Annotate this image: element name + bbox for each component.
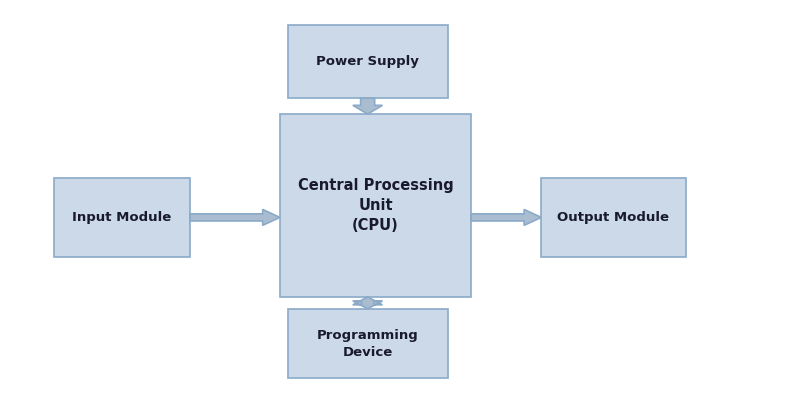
Text: Output Module: Output Module: [557, 211, 670, 224]
Bar: [288, 25, 448, 98]
Text: Power Supply: Power Supply: [316, 55, 419, 68]
Polygon shape: [190, 210, 280, 225]
Polygon shape: [471, 210, 542, 225]
Bar: [542, 178, 685, 257]
Bar: [280, 114, 471, 297]
Polygon shape: [353, 297, 383, 309]
Bar: [288, 309, 448, 378]
Polygon shape: [353, 98, 383, 114]
Text: Central Processing
Unit
(CPU): Central Processing Unit (CPU): [298, 178, 454, 233]
Text: Input Module: Input Module: [72, 211, 171, 224]
Text: Programming
Device: Programming Device: [317, 328, 418, 359]
Bar: [53, 178, 190, 257]
